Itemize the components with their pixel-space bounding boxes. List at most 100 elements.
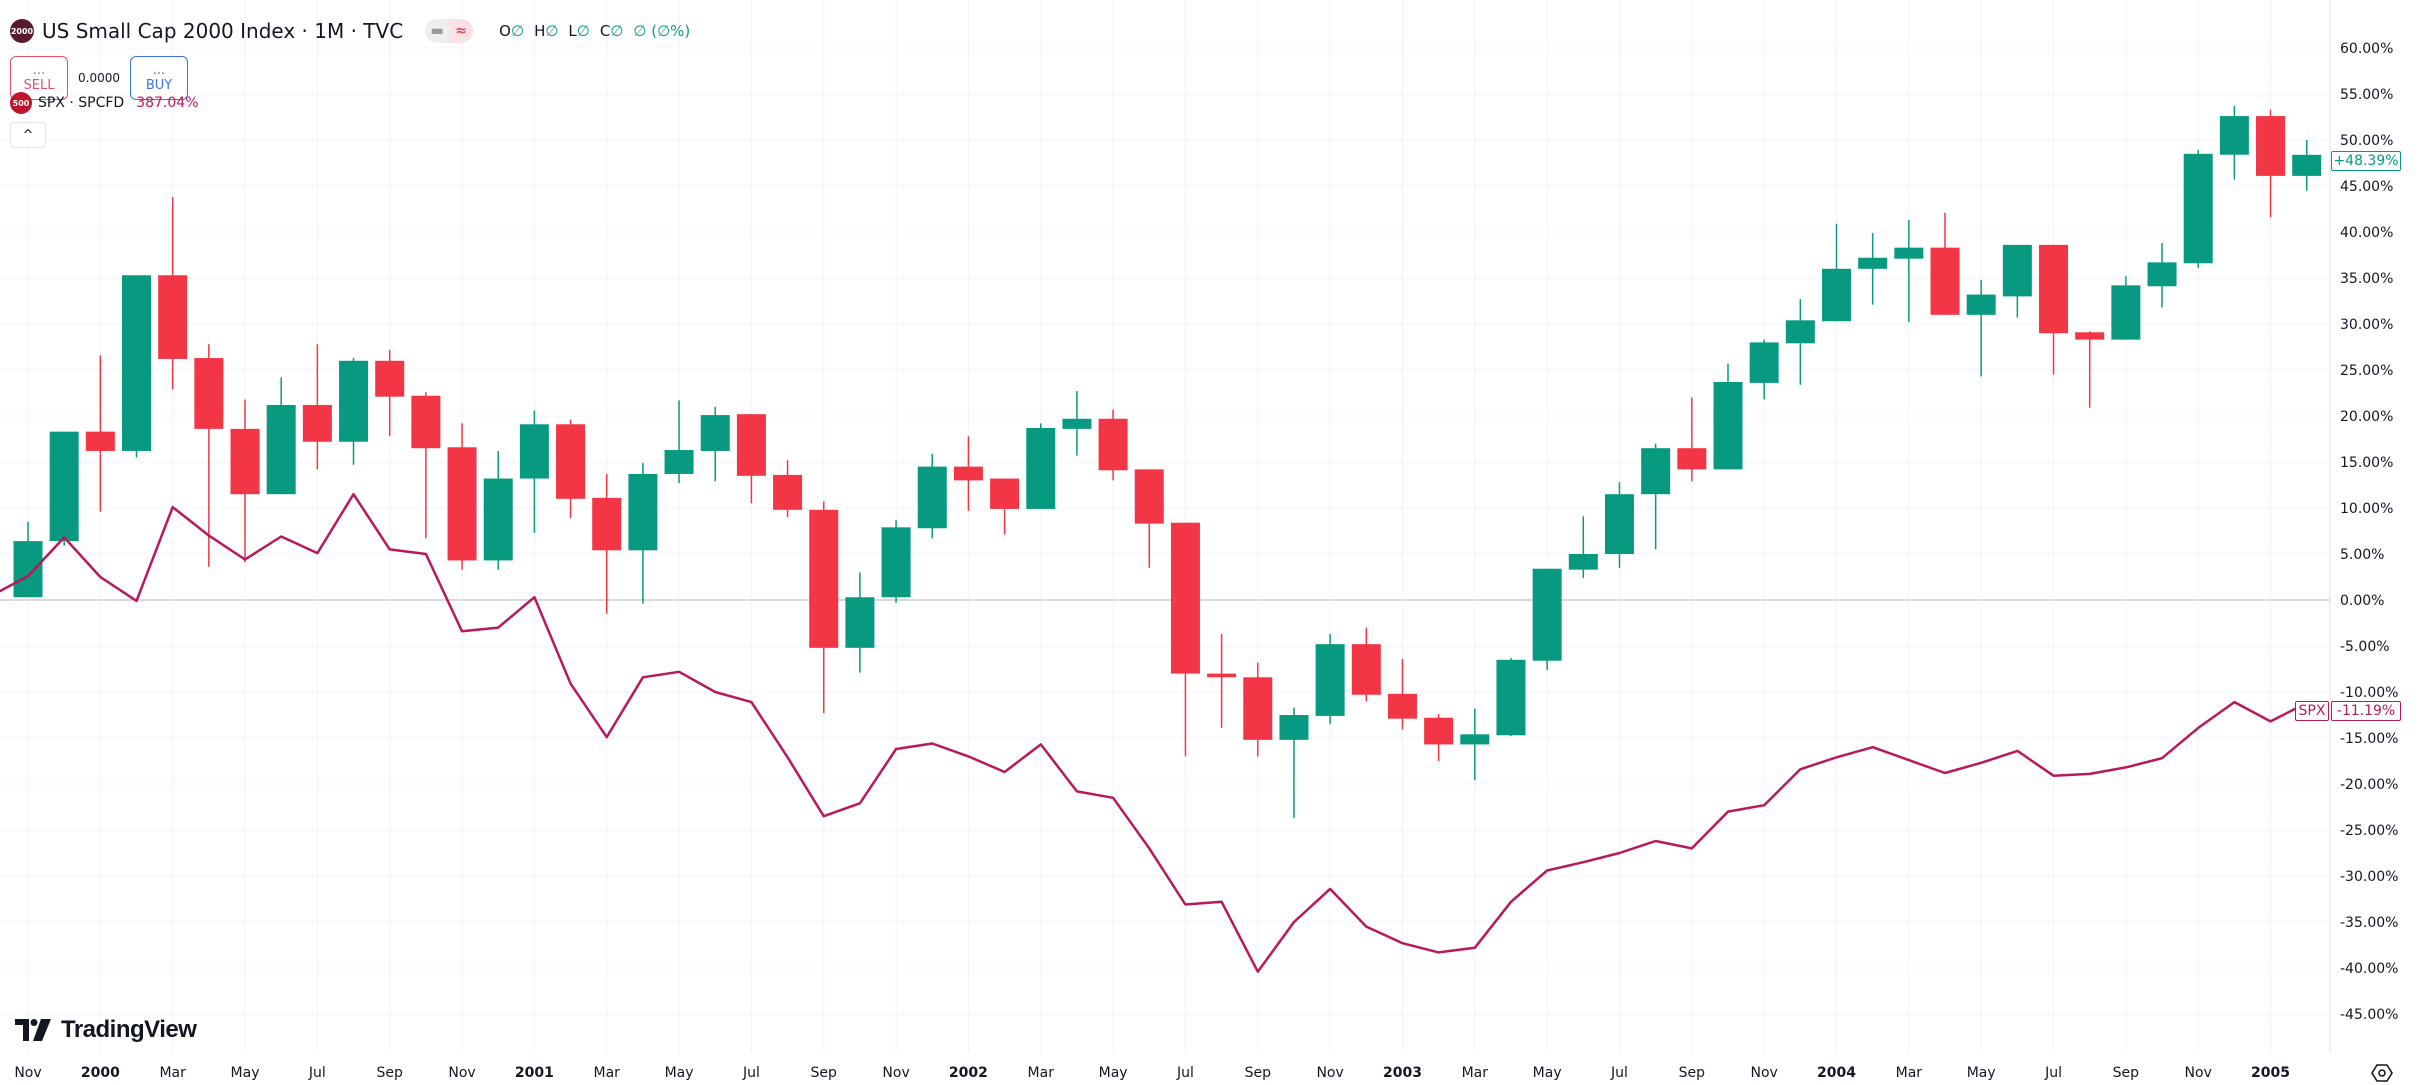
candle-body bbox=[1424, 717, 1454, 745]
spx-line bbox=[0, 492, 2308, 973]
candle-down bbox=[1098, 409, 1128, 481]
visibility-toggle[interactable]: ▬ ≈ bbox=[425, 19, 474, 43]
candle-up bbox=[1749, 339, 1779, 400]
approx-icon[interactable]: ≈ bbox=[449, 19, 474, 43]
candle-body bbox=[49, 431, 79, 542]
x-tick-label: Nov bbox=[448, 1065, 475, 1081]
candle-down bbox=[158, 197, 188, 390]
candle-body bbox=[1568, 554, 1598, 570]
x-tick-label: Nov bbox=[1750, 1065, 1777, 1081]
candle-body bbox=[1062, 418, 1092, 429]
candle-body bbox=[1098, 418, 1128, 471]
candle-up bbox=[1532, 568, 1562, 670]
candle-body bbox=[266, 404, 296, 495]
x-tick-label: May bbox=[1967, 1065, 1996, 1081]
candle-body bbox=[1351, 644, 1381, 695]
candle-down bbox=[1243, 662, 1273, 757]
y-tick-label: 15.00% bbox=[2340, 455, 2393, 471]
candle-body bbox=[1713, 381, 1743, 470]
tradingview-logo[interactable]: TradingView bbox=[15, 1016, 197, 1044]
candle-down bbox=[447, 423, 477, 570]
candle-body bbox=[2292, 154, 2322, 176]
ohlc-value: ∅ bbox=[576, 22, 590, 40]
candle-up bbox=[1496, 657, 1526, 737]
x-tick-label: 2005 bbox=[2251, 1065, 2290, 1081]
candle-up bbox=[1785, 299, 1815, 385]
candle-body bbox=[1460, 734, 1490, 745]
candle-up bbox=[664, 400, 694, 484]
candle-up bbox=[917, 453, 947, 539]
candle-body bbox=[2183, 153, 2213, 264]
candle-body bbox=[736, 414, 766, 476]
collapse-legend-button[interactable]: ^ bbox=[10, 122, 46, 148]
tradingview-logo-icon bbox=[15, 1019, 51, 1041]
candle-body bbox=[2039, 244, 2069, 334]
candle-down bbox=[1207, 634, 1237, 728]
x-tick-label: Jul bbox=[1176, 1065, 1194, 1081]
symbol-logo-icon: 2000 bbox=[10, 19, 34, 43]
change-value: ∅ (∅%) bbox=[633, 22, 691, 40]
trade-buttons: ... SELL 0.0000 ... BUY bbox=[10, 56, 188, 100]
candle-body bbox=[1315, 644, 1345, 716]
compare-symbol-label: SPX · SPCFD bbox=[38, 95, 125, 111]
x-tick-label: Mar bbox=[159, 1065, 186, 1081]
symbol-title[interactable]: US Small Cap 2000 Index · 1M · TVC bbox=[42, 19, 404, 43]
candle-body bbox=[1822, 268, 1851, 322]
price-axis[interactable]: 60.00% 55.00% 50.00% 45.00% 40.00% 35.00% 30.0… bbox=[2340, 41, 2398, 1023]
x-tick-label: Jul bbox=[1610, 1065, 1628, 1081]
x-tick-label: Nov bbox=[882, 1065, 909, 1081]
candle-up bbox=[881, 519, 911, 603]
y-tick-label: -20.00% bbox=[2340, 777, 2398, 793]
candle-body bbox=[339, 360, 369, 442]
candle-body bbox=[194, 358, 224, 429]
buy-button[interactable]: ... BUY bbox=[130, 56, 188, 100]
logo-text: TradingView bbox=[61, 1016, 197, 1043]
candle-down bbox=[773, 460, 803, 518]
ohlc-key: O bbox=[499, 22, 511, 40]
candle-up bbox=[1713, 363, 1743, 470]
candle-body bbox=[1387, 693, 1417, 719]
candle-down bbox=[2256, 109, 2286, 218]
sell-price: ... bbox=[32, 63, 46, 78]
candle-body bbox=[447, 447, 477, 561]
time-axis[interactable]: Nov 2000 Mar May Jul Sep Nov 2001 Mar May Jul Sep No… bbox=[14, 1065, 2290, 1081]
x-tick-label: May bbox=[665, 1065, 694, 1081]
minus-icon[interactable]: ▬ bbox=[425, 19, 450, 43]
ohlc-key: C bbox=[599, 22, 611, 40]
y-tick-label: -30.00% bbox=[2340, 869, 2398, 885]
candle-up bbox=[2292, 140, 2322, 191]
last-price-label: +48.39% bbox=[2331, 151, 2401, 171]
candle-body bbox=[2147, 262, 2177, 287]
spx-line-layer bbox=[0, 492, 2308, 973]
candle-body bbox=[1749, 342, 1779, 383]
x-tick-label: Mar bbox=[1462, 1065, 1489, 1081]
y-tick-label: -10.00% bbox=[2340, 685, 2398, 701]
candle-up bbox=[1026, 423, 1056, 509]
candle-down bbox=[1424, 714, 1454, 761]
candle-down bbox=[411, 392, 441, 539]
candle-body bbox=[1496, 659, 1526, 736]
candles bbox=[13, 105, 2322, 819]
candle-body bbox=[809, 509, 839, 648]
candle-up bbox=[1568, 516, 1598, 578]
x-tick-label: Mar bbox=[1896, 1065, 1923, 1081]
candle-body bbox=[1026, 427, 1056, 509]
candle-body bbox=[1677, 448, 1707, 470]
y-tick-label: 60.00% bbox=[2340, 41, 2393, 57]
candle-down bbox=[302, 344, 332, 470]
ohlc-value: ∅ bbox=[545, 22, 559, 40]
x-tick-label: Mar bbox=[1028, 1065, 1055, 1081]
candle-body bbox=[773, 474, 803, 510]
settings-icon[interactable] bbox=[2371, 1062, 2393, 1084]
candle-body bbox=[2256, 116, 2286, 176]
candle-up bbox=[339, 358, 369, 465]
candle-body bbox=[1858, 257, 1888, 269]
x-tick-label: Nov bbox=[14, 1065, 41, 1081]
compare-symbol-legend[interactable]: 500 SPX · SPCFD 387.04% bbox=[10, 92, 199, 114]
ohlc-values: O∅ H∅ L∅ C∅ ∅ (∅%) bbox=[499, 22, 690, 40]
candle-body bbox=[2075, 332, 2105, 340]
candle-down bbox=[809, 501, 839, 714]
candle-down bbox=[230, 399, 260, 563]
sell-button[interactable]: ... SELL bbox=[10, 56, 68, 100]
